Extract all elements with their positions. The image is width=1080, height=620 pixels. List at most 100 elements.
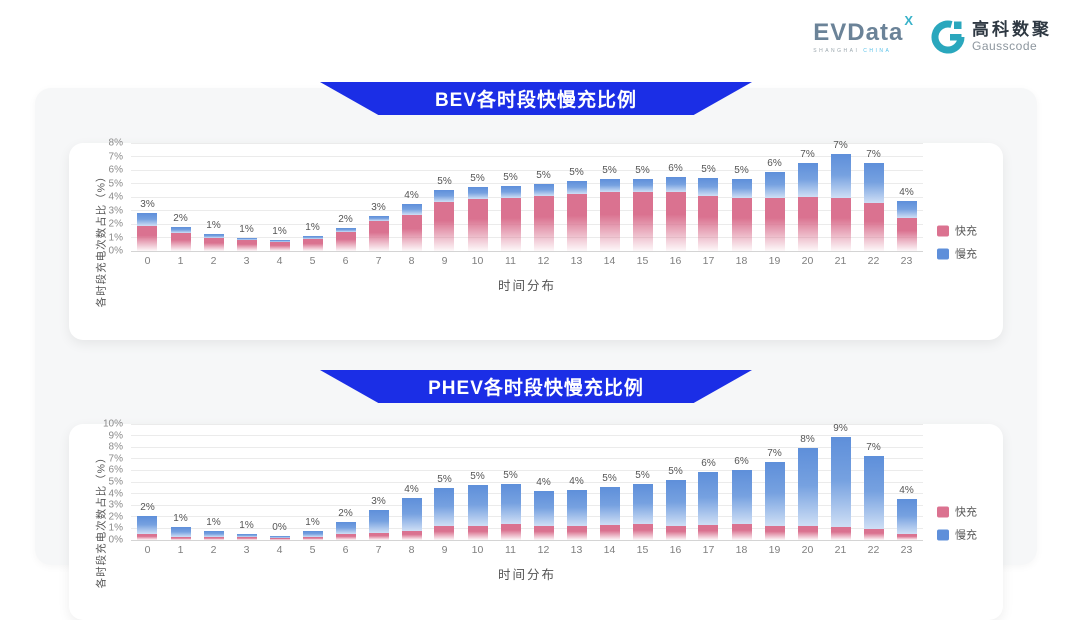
- bar-value-label: 5%: [503, 171, 518, 183]
- bar-value-label: 2%: [173, 212, 188, 224]
- y-tick-label: 6%: [108, 464, 123, 476]
- slow-charge-segment: [401, 498, 422, 532]
- y-tick-label: 5%: [108, 178, 123, 189]
- x-tick-label: 0: [144, 255, 151, 267]
- fast-charge-segment: [896, 534, 917, 540]
- bar-value-label: 5%: [602, 165, 617, 177]
- legend-swatch: [937, 248, 949, 259]
- x-tick-label: 14: [603, 255, 616, 267]
- fast-charge-segment: [467, 525, 488, 540]
- bar-hour-22: [863, 456, 884, 540]
- bar-hour-2: [203, 531, 224, 540]
- slow-charge-segment: [401, 203, 422, 215]
- bar-hour-19: [764, 172, 785, 251]
- fast-charge-segment: [236, 537, 257, 540]
- bar-value-label: 7%: [800, 149, 815, 161]
- slow-charge-segment: [467, 485, 488, 526]
- bar-value-label: 5%: [536, 169, 551, 181]
- fast-charge-segment: [830, 198, 851, 251]
- fast-charge-segment: [599, 524, 620, 540]
- legend-label: 快充: [955, 225, 977, 238]
- bar-hour-10: [467, 485, 488, 540]
- x-tick-label: 13: [570, 544, 583, 556]
- phev-chart-title: PHEV各时段快慢充比例: [428, 378, 644, 399]
- evdata-x-mark: X: [904, 13, 914, 28]
- gridline: [131, 435, 923, 437]
- slow-charge-segment: [302, 531, 323, 537]
- bar-value-label: 4%: [404, 484, 419, 496]
- x-tick-label: 1: [177, 544, 184, 556]
- bar-hour-16: [665, 176, 686, 251]
- fast-charge-segment: [665, 525, 686, 540]
- bar-hour-12: [533, 183, 554, 251]
- slow-charge-segment: [533, 490, 554, 527]
- slow-charge-segment: [632, 484, 653, 524]
- slow-charge-segment: [500, 483, 521, 525]
- fast-charge-segment: [302, 536, 323, 540]
- fast-charge-segment: [434, 202, 455, 251]
- x-tick-label: 12: [537, 544, 550, 556]
- slow-charge-segment: [137, 212, 158, 227]
- gausscode-g-icon: [931, 20, 965, 54]
- bar-hour-18: [731, 178, 752, 251]
- x-tick-label: 17: [702, 255, 715, 267]
- bar-hour-17: [698, 178, 719, 251]
- slow-charge-segment: [566, 489, 587, 526]
- bar-hour-18: [731, 470, 752, 540]
- x-tick-label: 2: [210, 544, 217, 556]
- x-tick-label: 4: [276, 544, 283, 556]
- slow-charge-segment: [434, 190, 455, 203]
- evdata-logo: EVDataX SHANGHAI CHINA: [813, 14, 913, 54]
- bar-value-label: 3%: [371, 201, 386, 213]
- slow-charge-segment: [467, 186, 488, 200]
- y-tick-label: 4%: [108, 191, 123, 203]
- slow-charge-segment: [434, 487, 455, 527]
- fast-charge-segment: [533, 526, 554, 540]
- bev-section: BEV各时段快慢充比例 各时段充电次数占比（%） 0% 1% 2% 3% 4% 5% 6% 7…: [35, 82, 1037, 340]
- bev-title-banner: BEV各时段快慢充比例: [320, 82, 752, 115]
- x-tick-label: 8: [408, 255, 415, 267]
- fast-charge-segment: [335, 232, 356, 251]
- bar-value-label: 5%: [470, 471, 485, 483]
- slow-charge-segment: [698, 472, 719, 525]
- fast-charge-segment: [863, 203, 884, 251]
- bev-x-axis-label: 时间分布: [497, 279, 556, 293]
- slow-charge-segment: [863, 456, 884, 529]
- x-tick-label: 10: [471, 544, 484, 556]
- legend-item-slow-charge: 慢充: [937, 246, 977, 262]
- bar-value-label: 4%: [899, 187, 914, 199]
- slow-charge-segment: [863, 163, 884, 204]
- bar-value-label: 3%: [140, 198, 155, 210]
- slow-charge-segment: [137, 516, 158, 535]
- slow-charge-segment: [764, 172, 785, 198]
- bar-hour-9: [434, 487, 455, 540]
- fast-charge-segment: [632, 523, 653, 540]
- slow-charge-segment: [269, 535, 290, 539]
- bar-hour-23: [896, 498, 917, 540]
- bar-value-label: 5%: [734, 164, 749, 176]
- bar-hour-2: [203, 234, 224, 251]
- x-tick-label: 22: [867, 255, 880, 267]
- fast-charge-segment: [665, 191, 686, 251]
- fast-charge-segment: [698, 196, 719, 251]
- bar-value-label: 1%: [173, 512, 188, 524]
- bar-value-label: 1%: [272, 226, 287, 238]
- fast-charge-segment: [797, 197, 818, 251]
- slow-charge-segment: [368, 215, 389, 222]
- bev-legend: 快充慢充: [937, 223, 977, 262]
- bar-value-label: 7%: [866, 442, 881, 454]
- x-tick-label: 7: [375, 544, 382, 556]
- bar-hour-10: [467, 186, 488, 251]
- x-tick-label: 15: [636, 544, 649, 556]
- bar-value-label: 2%: [140, 502, 155, 514]
- fast-charge-segment: [302, 238, 323, 251]
- legend-label: 快充: [955, 506, 977, 519]
- y-tick-label: 8%: [108, 137, 123, 149]
- x-tick-label: 15: [636, 255, 649, 267]
- fast-charge-segment: [269, 241, 290, 251]
- bar-hour-9: [434, 190, 455, 251]
- bar-value-label: 5%: [569, 167, 584, 179]
- x-tick-label: 8: [408, 544, 415, 556]
- bev-chart-card: 各时段充电次数占比（%） 0% 1% 2% 3% 4% 5% 6% 7% 8% 3% 0 2% 1 1% 2…: [69, 138, 1003, 340]
- gridline: [131, 169, 923, 171]
